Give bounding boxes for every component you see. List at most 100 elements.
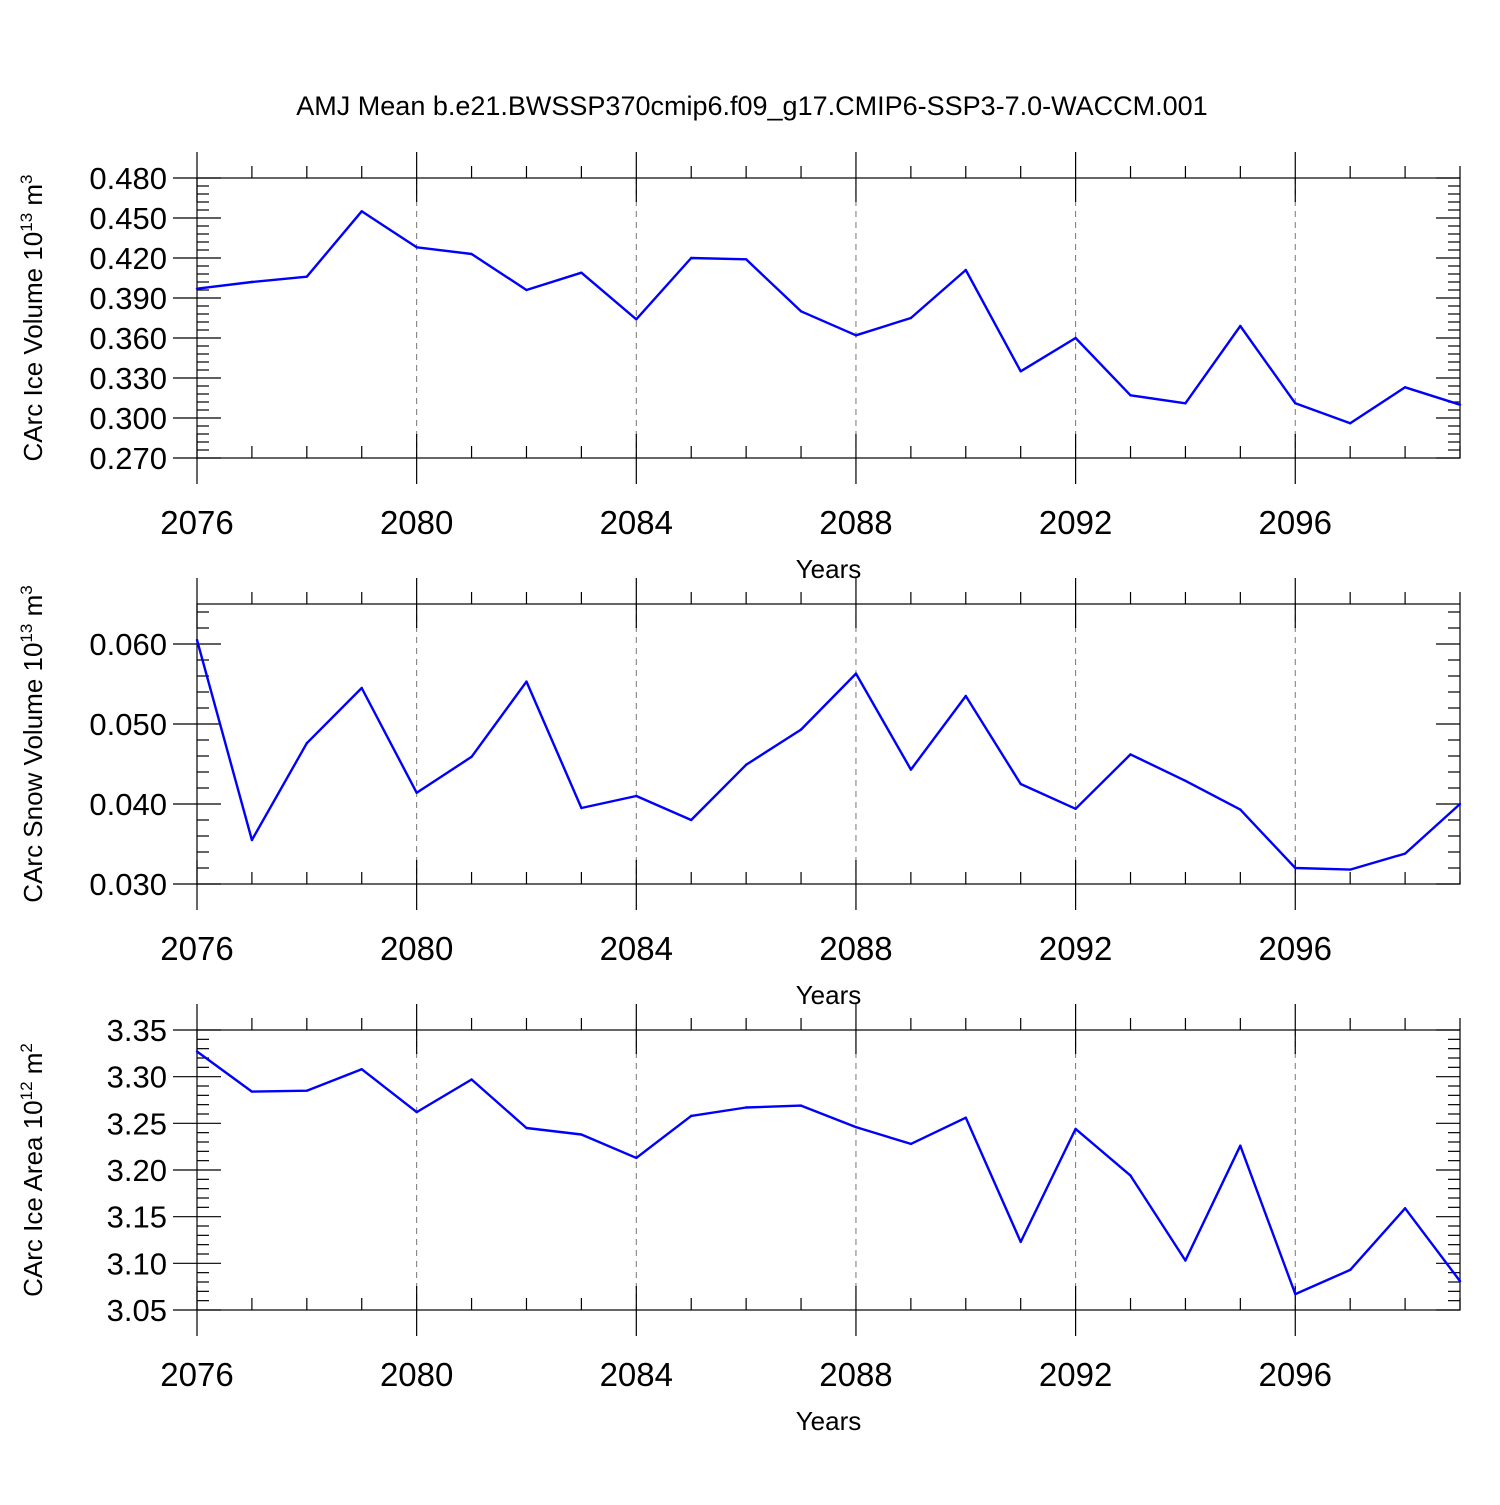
data-point [415,791,418,794]
x-tick-label: 2080 [380,504,453,541]
data-point [1294,1292,1297,1296]
y-axis-label-unit: m [18,1053,48,1082]
panel-1: 2076 2080 2084 2088 2092 2096 Years 0.270 0.300 0… [17,152,1462,584]
data-point [690,256,693,260]
y-tick-label: 0.030 [89,867,167,902]
data-point [909,1142,913,1146]
data-point [1348,868,1352,871]
data-point [525,288,528,292]
data-point [1184,402,1187,405]
data-point [1019,370,1022,373]
data-point [854,672,858,675]
data-point [799,310,803,313]
data-point [470,252,473,256]
data-point [360,686,363,690]
data-point [1239,808,1242,811]
data-point [1239,324,1242,328]
data-point [744,258,748,261]
plot-frame [196,177,1461,459]
series-line [195,639,1461,871]
data-point [1129,753,1132,756]
series-line [196,210,1461,425]
y-tick-label: 0.450 [89,201,167,236]
data-point [250,838,254,842]
data-point [690,818,693,822]
data-point [799,1104,803,1107]
data-point [250,1090,254,1093]
data-point [635,318,638,321]
data-point [1184,779,1187,782]
data-point [744,1106,748,1109]
x-tick-label: 2084 [600,504,673,541]
x-tick-label: 2080 [380,1356,453,1393]
y-axis-label: CArc Snow Volume 1013 m3 [17,585,48,902]
x-tick-label: 2076 [160,1356,233,1393]
plot-frame [196,603,1461,885]
data-point [1294,866,1297,870]
data-point [580,1133,583,1136]
data-point [525,1126,528,1130]
data-point [1348,422,1352,425]
y-axis-label: CArc Ice Volume 1013 m3 [17,174,48,461]
data-point [635,794,638,798]
plot-frame [196,1029,1461,1311]
y-tick-label: 3.20 [107,1153,167,1188]
y-tick-label: 0.360 [89,321,167,356]
x-tick-label: 2092 [1039,504,1112,541]
y-tick-label: 3.15 [107,1200,167,1235]
data-point [580,806,583,810]
x-tick-label: 2096 [1259,504,1332,541]
data-point [195,1050,199,1053]
x-tick-label: 2092 [1039,930,1112,967]
y-tick-label: 3.35 [107,1013,167,1048]
data-point [195,287,199,290]
y-axis-label-unit: m [18,595,48,624]
data-point [1458,403,1462,406]
data-point [1129,1174,1132,1177]
data-point [964,694,967,698]
y-axis-label-exponent: 12 [17,1081,36,1100]
y-axis-label-unit-exponent: 2 [17,1043,36,1052]
y-tick-label: 0.390 [89,281,167,316]
y-tick-label: 3.30 [107,1060,167,1095]
data-point [854,1125,858,1129]
x-tick-label: 2076 [160,930,233,967]
data-point [964,268,967,272]
data-point [1074,336,1077,340]
data-point [195,638,199,642]
x-tick-label: 2084 [600,1356,673,1393]
x-tick-label: 2088 [819,1356,892,1393]
y-tick-label: 0.330 [89,361,167,396]
data-point [1184,1259,1187,1262]
data-point [415,1110,418,1114]
y-tick-label: 0.060 [89,627,167,662]
data-point [1458,1279,1462,1283]
data-point [470,755,473,758]
data-point [1074,1127,1077,1131]
data-point [964,1116,967,1119]
data-point [1019,1240,1022,1244]
y-tick-label: 0.420 [89,241,167,276]
data-point [525,680,528,683]
data-point [1294,402,1297,405]
y-axis-label-unit-exponent: 3 [17,174,36,183]
y-tick-label: 0.270 [89,441,167,476]
y-axis-label-unit-exponent: 3 [17,585,36,594]
y-axis-label-unit: m [18,184,48,213]
data-point [909,316,913,320]
y-tick-label: 0.050 [89,707,167,742]
data-point [1403,852,1407,855]
data-point [1074,807,1077,810]
x-axis-label: Years [796,1406,862,1436]
x-tick-label: 2080 [380,930,453,967]
data-point [1348,1268,1352,1272]
data-point [360,1068,363,1071]
x-tick-label: 2088 [819,504,892,541]
data-point [305,275,309,278]
data-point [1403,386,1407,389]
data-point [799,728,803,731]
y-axis-label-main: CArc Ice Volume 10 [18,232,48,462]
data-point [690,1114,693,1118]
